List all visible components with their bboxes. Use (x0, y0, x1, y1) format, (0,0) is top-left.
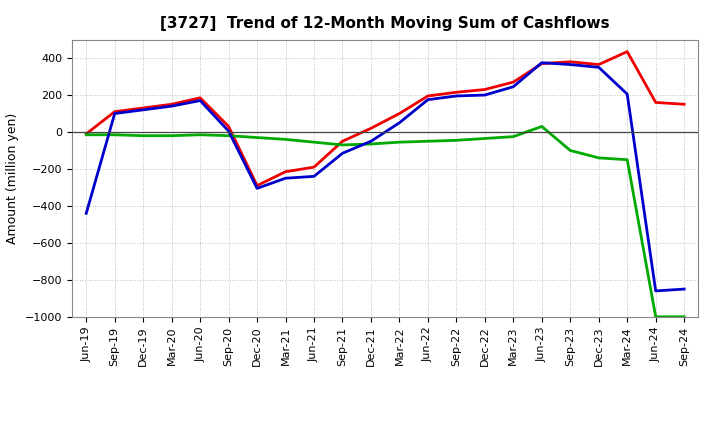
Operating Cashflow (423, 93, 432, 99)
Free Cashflow (196, 98, 204, 103)
Investing Cashflow (366, 141, 375, 147)
Investing Cashflow (423, 139, 432, 144)
Investing Cashflow (509, 134, 518, 139)
Line: Operating Cashflow: Operating Cashflow (86, 51, 684, 186)
Operating Cashflow (652, 100, 660, 105)
Operating Cashflow (310, 165, 318, 170)
Investing Cashflow (652, 314, 660, 319)
Investing Cashflow (480, 136, 489, 141)
Investing Cashflow (623, 157, 631, 162)
Title: [3727]  Trend of 12-Month Moving Sum of Cashflows: [3727] Trend of 12-Month Moving Sum of C… (161, 16, 610, 32)
Investing Cashflow (680, 314, 688, 319)
Y-axis label: Amount (million yen): Amount (million yen) (6, 113, 19, 244)
Operating Cashflow (196, 95, 204, 100)
Free Cashflow (310, 174, 318, 179)
Investing Cashflow (225, 133, 233, 138)
Operating Cashflow (509, 80, 518, 85)
Operating Cashflow (110, 109, 119, 114)
Free Cashflow (167, 103, 176, 109)
Investing Cashflow (566, 148, 575, 153)
Investing Cashflow (253, 135, 261, 140)
Free Cashflow (82, 211, 91, 216)
Free Cashflow (110, 111, 119, 116)
Investing Cashflow (110, 132, 119, 137)
Operating Cashflow (680, 102, 688, 107)
Line: Free Cashflow: Free Cashflow (86, 62, 684, 291)
Operating Cashflow (595, 62, 603, 67)
Operating Cashflow (480, 87, 489, 92)
Operating Cashflow (225, 124, 233, 129)
Investing Cashflow (595, 155, 603, 161)
Free Cashflow (423, 97, 432, 102)
Free Cashflow (282, 176, 290, 181)
Investing Cashflow (537, 124, 546, 129)
Free Cashflow (509, 84, 518, 89)
Free Cashflow (680, 286, 688, 292)
Free Cashflow (366, 139, 375, 144)
Investing Cashflow (139, 133, 148, 138)
Investing Cashflow (338, 142, 347, 147)
Operating Cashflow (566, 59, 575, 64)
Operating Cashflow (338, 139, 347, 144)
Line: Investing Cashflow: Investing Cashflow (86, 126, 684, 317)
Operating Cashflow (395, 111, 404, 116)
Free Cashflow (480, 92, 489, 98)
Operating Cashflow (282, 169, 290, 174)
Free Cashflow (623, 92, 631, 97)
Operating Cashflow (537, 61, 546, 66)
Free Cashflow (595, 65, 603, 70)
Free Cashflow (566, 62, 575, 67)
Operating Cashflow (452, 90, 461, 95)
Operating Cashflow (139, 105, 148, 110)
Operating Cashflow (82, 131, 91, 136)
Investing Cashflow (452, 138, 461, 143)
Operating Cashflow (366, 126, 375, 131)
Operating Cashflow (167, 102, 176, 107)
Operating Cashflow (253, 183, 261, 188)
Free Cashflow (338, 150, 347, 156)
Free Cashflow (537, 60, 546, 65)
Free Cashflow (253, 186, 261, 191)
Free Cashflow (452, 93, 461, 99)
Free Cashflow (225, 128, 233, 134)
Operating Cashflow (623, 49, 631, 54)
Investing Cashflow (196, 132, 204, 137)
Free Cashflow (139, 107, 148, 113)
Investing Cashflow (167, 133, 176, 138)
Free Cashflow (395, 120, 404, 125)
Investing Cashflow (395, 139, 404, 145)
Investing Cashflow (82, 132, 91, 137)
Investing Cashflow (282, 137, 290, 142)
Investing Cashflow (310, 139, 318, 145)
Free Cashflow (652, 288, 660, 293)
